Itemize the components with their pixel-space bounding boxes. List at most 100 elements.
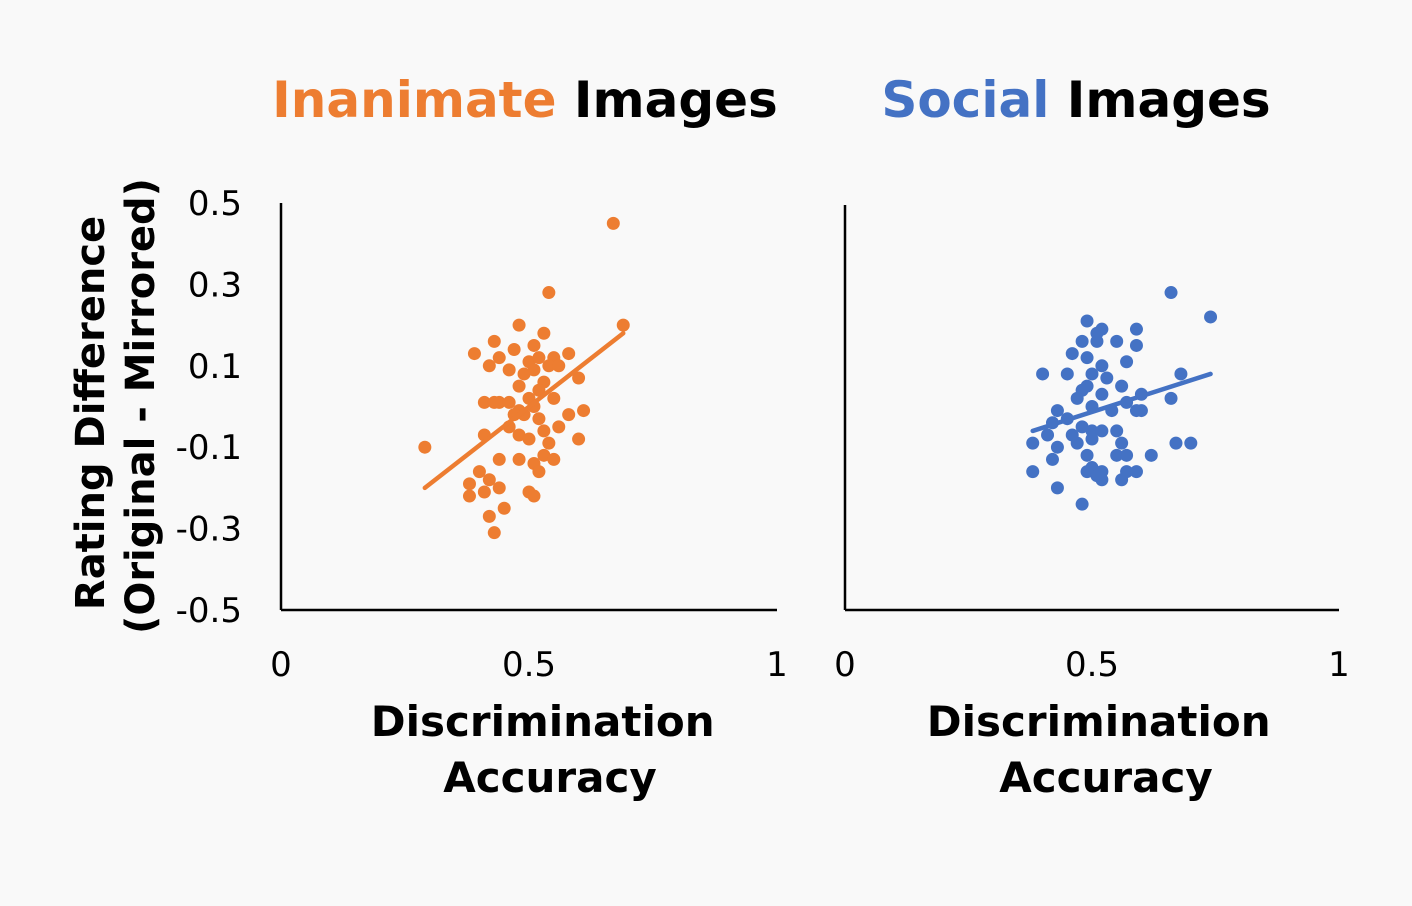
x-tick-label: 0 <box>834 645 856 685</box>
data-point <box>1065 347 1079 361</box>
data-point <box>1129 465 1143 479</box>
y-tick-label: 0.1 <box>188 347 242 387</box>
y-tick-label: -0.3 <box>176 510 242 550</box>
title-highlight: Social <box>881 71 1049 129</box>
x-axis-label: Discrimination Accuracy <box>371 697 730 802</box>
data-point <box>512 452 526 466</box>
data-point <box>547 452 561 466</box>
data-point <box>507 343 521 357</box>
chart-title: Social Images <box>881 71 1270 129</box>
data-points <box>418 216 630 540</box>
data-point <box>1045 452 1059 466</box>
data-point <box>1050 481 1064 495</box>
data-point <box>537 448 551 462</box>
data-point <box>1115 379 1129 393</box>
data-point <box>562 408 576 422</box>
data-point <box>512 318 526 332</box>
data-point <box>1080 448 1094 462</box>
trendline-group <box>1030 371 1213 434</box>
data-point <box>1204 310 1218 324</box>
data-point <box>1184 436 1198 450</box>
data-point <box>1095 424 1109 438</box>
data-point <box>1060 367 1074 381</box>
x-axis-label-line-2: Accuracy <box>443 753 657 802</box>
data-point <box>542 286 556 300</box>
data-point <box>492 395 506 409</box>
data-point <box>562 347 576 361</box>
data-point <box>1080 351 1094 365</box>
data-point <box>492 351 506 365</box>
data-point <box>482 359 496 373</box>
data-point <box>1115 473 1129 487</box>
y-tick-labels: 0.5 0.3 0.1 -0.1 -0.3 -0.5 <box>176 184 242 631</box>
data-point <box>517 367 531 381</box>
data-point <box>492 452 506 466</box>
data-point <box>1120 448 1134 462</box>
data-point <box>522 432 536 446</box>
title-highlight: Inanimate <box>272 71 556 129</box>
x-tick-labels: 0 0.5 1 <box>834 645 1350 685</box>
data-point <box>472 465 486 479</box>
data-point <box>1070 391 1084 405</box>
data-point <box>487 526 501 540</box>
data-point <box>552 359 566 373</box>
data-point <box>537 424 551 438</box>
data-point <box>532 412 546 426</box>
data-point <box>532 383 546 397</box>
data-point <box>542 436 556 450</box>
data-point <box>1075 334 1089 348</box>
y-tick-label: -0.1 <box>176 428 242 468</box>
data-point <box>1075 497 1089 511</box>
y-axis-label-line-1: Rating Difference <box>68 216 114 610</box>
data-point <box>527 338 541 352</box>
data-point <box>1036 367 1050 381</box>
data-point <box>606 216 620 230</box>
data-point <box>1120 355 1134 369</box>
data-point <box>1050 440 1064 454</box>
data-point <box>1090 334 1104 348</box>
title-rest: Images <box>1049 71 1270 129</box>
inanimate-panel: Inanimate Images Rating Difference (Orig… <box>68 71 788 802</box>
x-axis-label-line-2: Accuracy <box>999 753 1213 802</box>
data-point <box>1080 314 1094 328</box>
data-point <box>1026 465 1040 479</box>
data-point <box>1110 334 1124 348</box>
trendline <box>422 330 626 491</box>
data-point <box>1115 436 1129 450</box>
data-point <box>1144 448 1158 462</box>
data-point <box>482 509 496 523</box>
data-point <box>527 363 541 377</box>
data-point <box>492 481 506 495</box>
data-point <box>547 391 561 405</box>
data-point <box>1085 367 1099 381</box>
x-axis-label-line-1: Discrimination <box>927 697 1271 746</box>
y-tick-label: 0.3 <box>188 265 242 305</box>
x-tick-labels: 0 0.5 1 <box>270 645 788 685</box>
data-point <box>1026 436 1040 450</box>
data-point <box>497 501 511 515</box>
data-point <box>532 351 546 365</box>
x-tick-label: 1 <box>766 645 788 685</box>
data-point <box>512 379 526 393</box>
data-point <box>616 318 630 332</box>
data-point <box>527 489 541 503</box>
data-point <box>1174 367 1188 381</box>
data-point <box>1070 436 1084 450</box>
data-point <box>477 395 491 409</box>
data-point <box>462 489 476 503</box>
x-tick-label: 0.5 <box>502 645 556 685</box>
data-point <box>1164 286 1178 300</box>
data-point <box>512 428 526 442</box>
data-point <box>1090 469 1104 483</box>
data-point <box>502 363 516 377</box>
data-point <box>477 485 491 499</box>
data-point <box>1095 359 1109 373</box>
data-point <box>577 404 591 418</box>
data-point <box>462 477 476 491</box>
x-axis-label: Discrimination Accuracy <box>927 697 1286 802</box>
title-rest: Images <box>557 71 778 129</box>
x-axis-label-line-1: Discrimination <box>371 697 715 746</box>
chart-title: Inanimate Images <box>272 71 778 129</box>
data-point <box>572 371 586 385</box>
